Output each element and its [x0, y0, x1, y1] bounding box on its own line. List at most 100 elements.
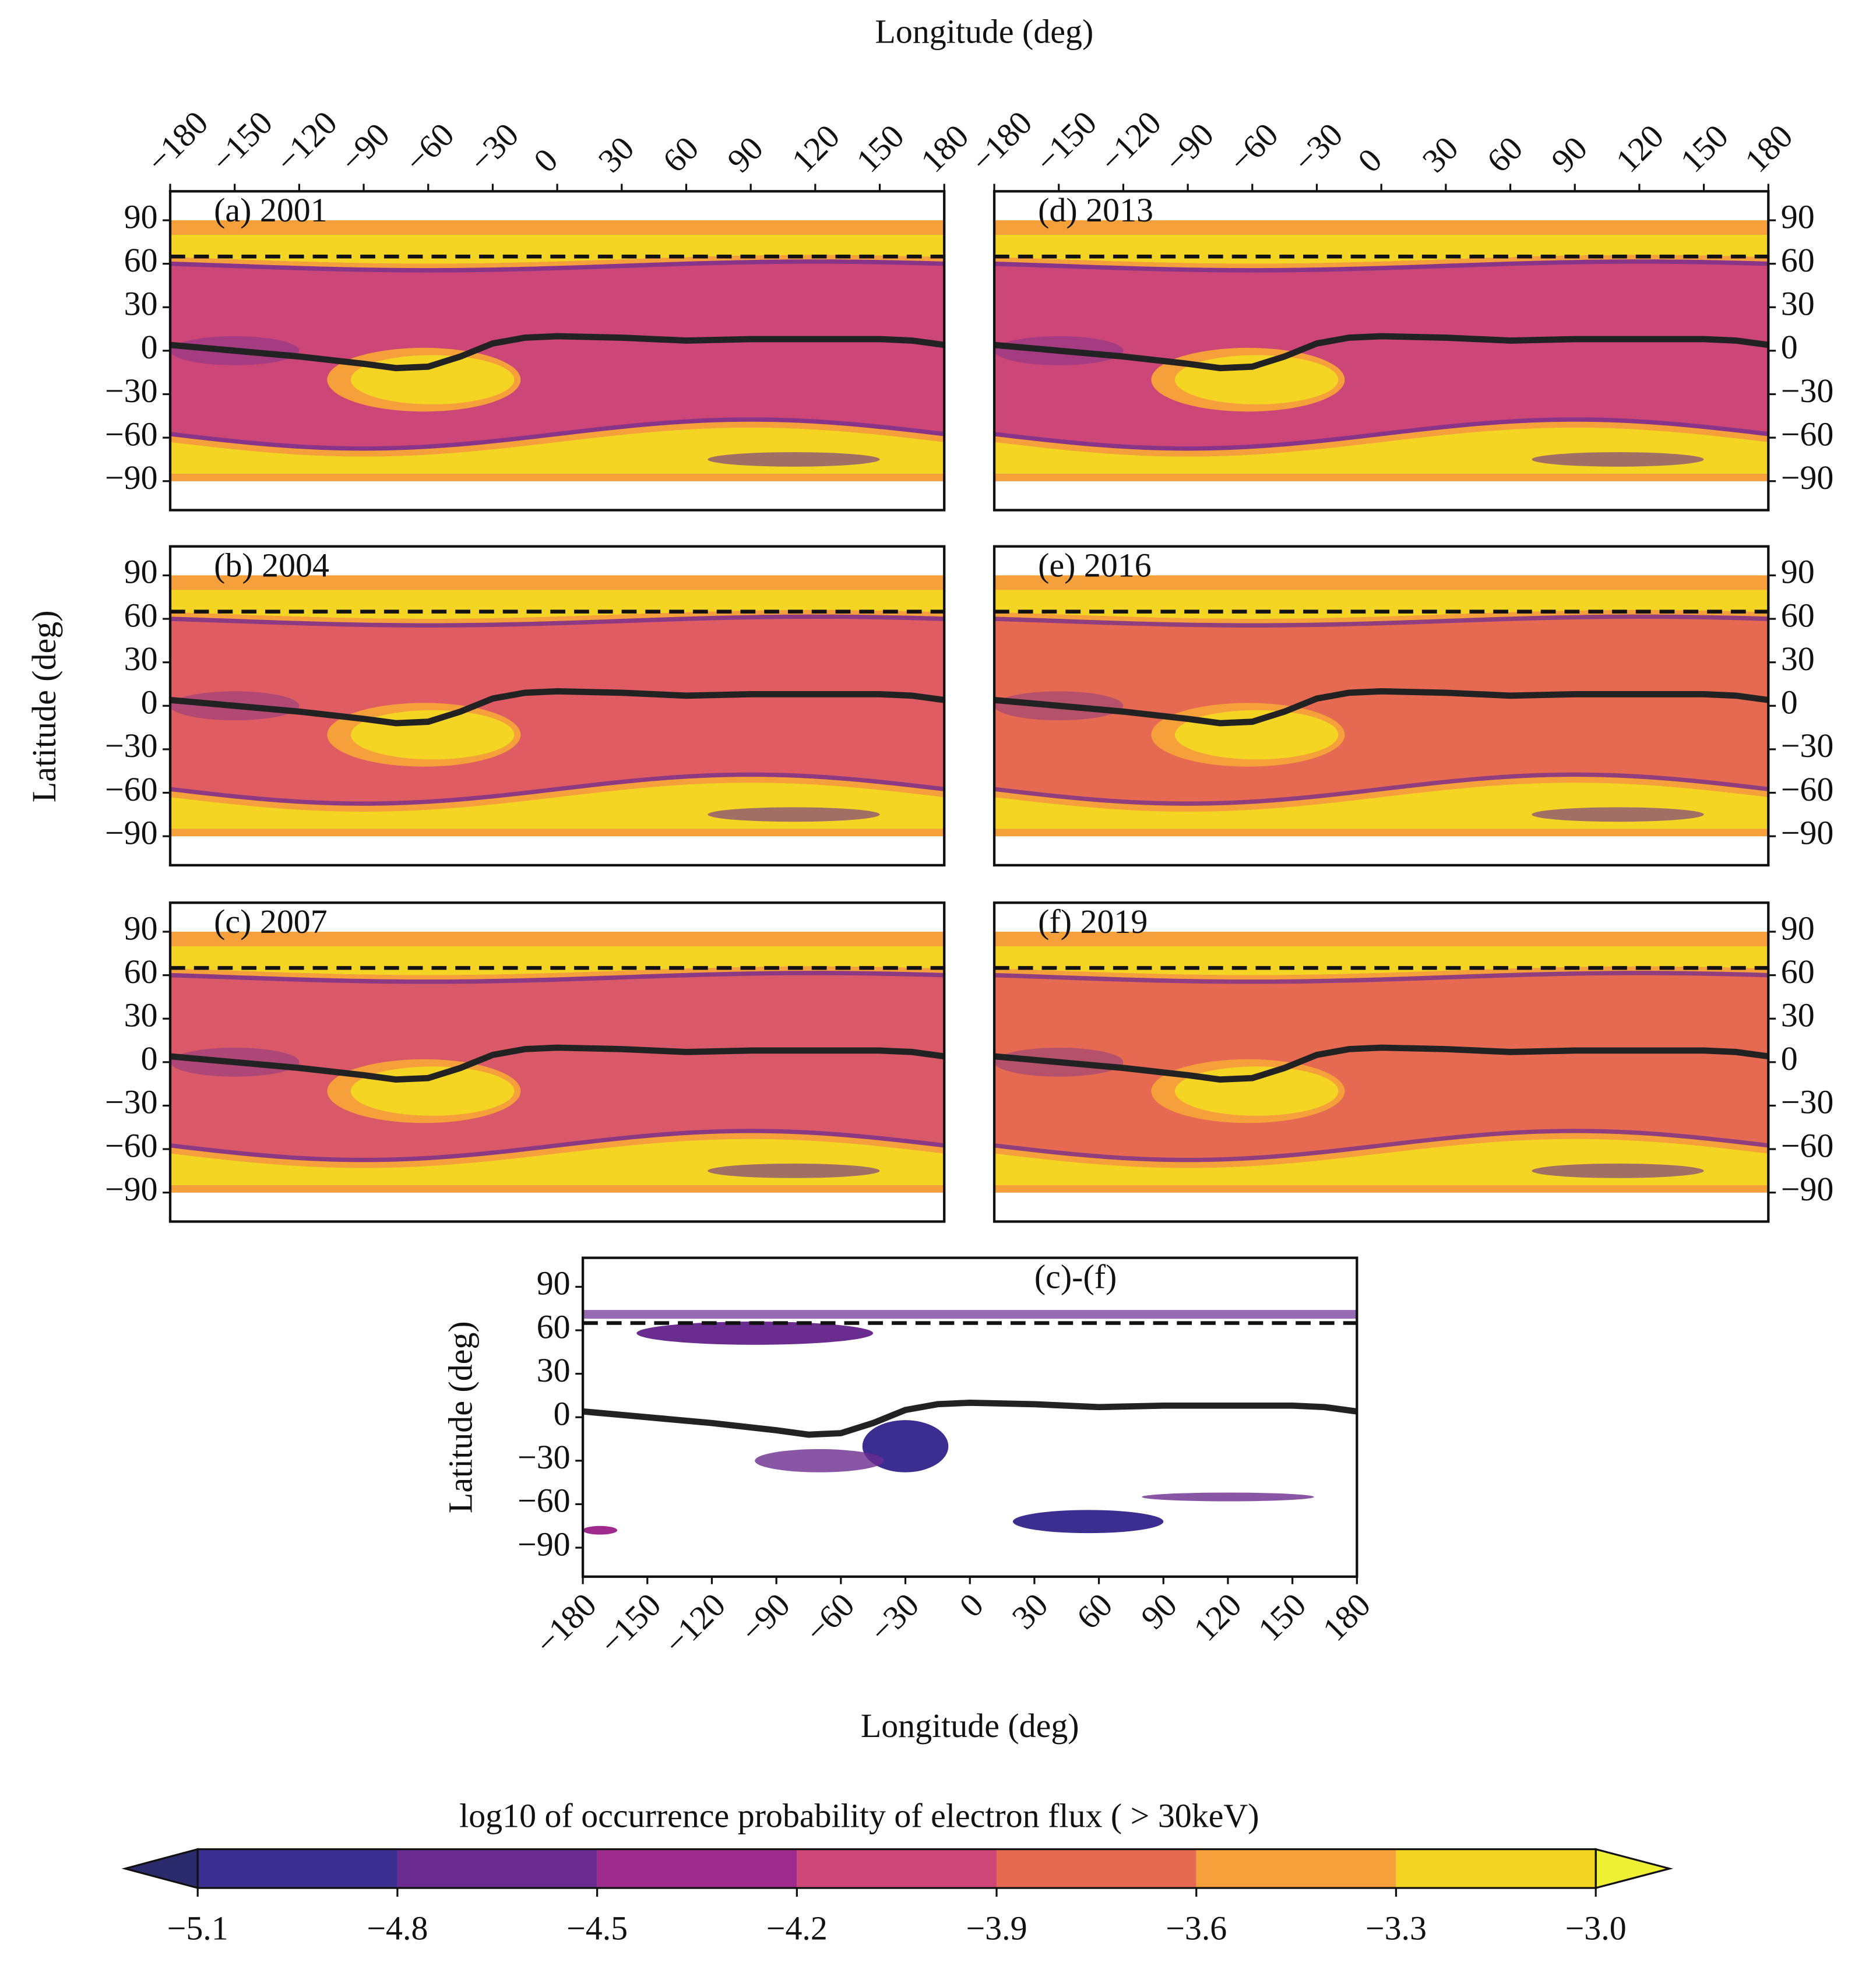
- y-tick-label: −90: [1781, 1170, 1834, 1208]
- x-tick-label: −180: [139, 104, 216, 180]
- colorbar-tick-label: −3.6: [1166, 1909, 1227, 1947]
- y-tick-label: −60: [1781, 770, 1834, 808]
- x-tick-label: −150: [1028, 104, 1104, 180]
- colorbar-title: log10 of occurrence probability of elect…: [459, 1796, 1259, 1834]
- y-tick-label: −60: [105, 1126, 158, 1164]
- x-tick-label: −90: [733, 1586, 797, 1650]
- colorbar-tick-label: −5.1: [167, 1909, 228, 1947]
- y-tick-label: −90: [105, 813, 158, 851]
- south-edge: [170, 1129, 945, 1162]
- y-tick-label: 60: [1781, 953, 1815, 991]
- y-tick-label: 0: [1781, 328, 1798, 366]
- south-patch: [1142, 1492, 1314, 1502]
- south-edge: [994, 1129, 1769, 1162]
- colorbar-tick-label: −3.9: [966, 1909, 1027, 1947]
- x-tick-label: 30: [591, 129, 642, 179]
- x-tick-label: −120: [657, 1586, 733, 1662]
- south-band: [994, 474, 1769, 481]
- x-tick-label: 60: [1479, 129, 1530, 179]
- south-band: [994, 1185, 1769, 1193]
- y-tick-label: 60: [1781, 241, 1815, 279]
- colorbar-frame: [196, 1848, 1597, 1889]
- y-tick-label: 60: [124, 953, 158, 991]
- x-tick-label: −120: [1092, 104, 1168, 180]
- x-tick-label: 30: [1415, 129, 1466, 179]
- north-edge: [994, 614, 1769, 628]
- y-tick-label: 90: [537, 1264, 571, 1302]
- panel-title: (c) 2007: [214, 903, 328, 940]
- north-band: [170, 931, 945, 946]
- y-tick-label: −60: [1781, 1126, 1834, 1164]
- north-edge: [994, 971, 1769, 984]
- equator-curve: [170, 333, 945, 372]
- colorbar-tick-label: −4.2: [766, 1909, 828, 1947]
- south-band: [170, 1133, 945, 1168]
- x-tick-label: −90: [1157, 115, 1221, 179]
- y-tick-label: −30: [105, 727, 158, 764]
- y-axis-label: Latitude (deg): [25, 611, 63, 803]
- x-tick-label: −30: [462, 115, 526, 179]
- y-tick-label: −60: [105, 415, 158, 453]
- y-tick-label: 60: [124, 241, 158, 279]
- panel-title: (d) 2013: [1038, 191, 1153, 229]
- panel: [994, 931, 1769, 1193]
- y-axis-label: Latitude (deg): [442, 1321, 480, 1513]
- south-band: [170, 1185, 945, 1193]
- anomaly-patch: [862, 1420, 949, 1472]
- south-patch: [1013, 1510, 1164, 1534]
- south-patch: [583, 1525, 618, 1535]
- south-patch: [708, 807, 880, 822]
- colorbar-tick-label: −3.3: [1365, 1909, 1427, 1947]
- colorbar-bin: [597, 1849, 797, 1889]
- north-patch: [636, 1322, 874, 1345]
- panel-title: (e) 2016: [1038, 547, 1152, 584]
- y-tick-label: 30: [537, 1351, 571, 1389]
- panel-title: (a) 2001: [214, 191, 328, 229]
- y-tick-label: 90: [124, 909, 158, 947]
- south-patch: [708, 1163, 880, 1178]
- y-tick-label: 90: [124, 553, 158, 591]
- y-tick-label: −30: [518, 1438, 571, 1476]
- y-tick-label: 30: [1781, 285, 1815, 323]
- north-band: [170, 220, 945, 235]
- x-tick-label: 0: [952, 1586, 991, 1624]
- north-edge: [170, 614, 945, 628]
- colorbar-bin: [397, 1849, 597, 1889]
- x-tick-label: 180: [1315, 1586, 1378, 1648]
- colorbar-bin: [198, 1849, 397, 1889]
- south-band: [994, 829, 1769, 837]
- north-edge: [170, 971, 945, 984]
- colorbar-bin: [1396, 1849, 1596, 1889]
- south-band: [994, 1133, 1769, 1168]
- x-tick-label: 150: [849, 117, 911, 179]
- north-band: [994, 931, 1769, 946]
- y-tick-label: −90: [1781, 459, 1834, 496]
- panel-title: (b) 2004: [214, 547, 329, 584]
- x-tick-label: 30: [1005, 1586, 1055, 1636]
- south-edge: [994, 772, 1769, 806]
- panel: [583, 1287, 1357, 1548]
- x-tick-label: −60: [1222, 115, 1286, 179]
- colorbar-tick-label: −3.0: [1565, 1909, 1627, 1947]
- y-tick-label: −30: [1781, 727, 1834, 764]
- colorbar-bin: [1196, 1849, 1396, 1889]
- y-tick-label: −60: [105, 770, 158, 808]
- x-tick-label: −120: [268, 104, 344, 180]
- x-tick-label: −180: [963, 104, 1040, 180]
- colorbar-tick-label: −4.5: [566, 1909, 628, 1947]
- south-band: [994, 421, 1769, 457]
- equator-curve: [583, 1399, 1357, 1438]
- x-tick-label: 0: [526, 141, 565, 179]
- y-tick-label: −60: [518, 1482, 571, 1520]
- colorbar-tick-label: −4.8: [367, 1909, 428, 1947]
- y-tick-label: 0: [141, 683, 158, 721]
- x-tick-label: 180: [1737, 117, 1800, 179]
- south-patch: [708, 452, 880, 467]
- x-tick-label: 150: [1251, 1586, 1313, 1648]
- x-tick-label: −180: [527, 1586, 604, 1662]
- y-tick-label: −30: [1781, 372, 1834, 410]
- y-tick-label: 0: [141, 1040, 158, 1077]
- x-tick-label: 120: [1186, 1586, 1248, 1648]
- x-tick-label: −30: [862, 1586, 926, 1650]
